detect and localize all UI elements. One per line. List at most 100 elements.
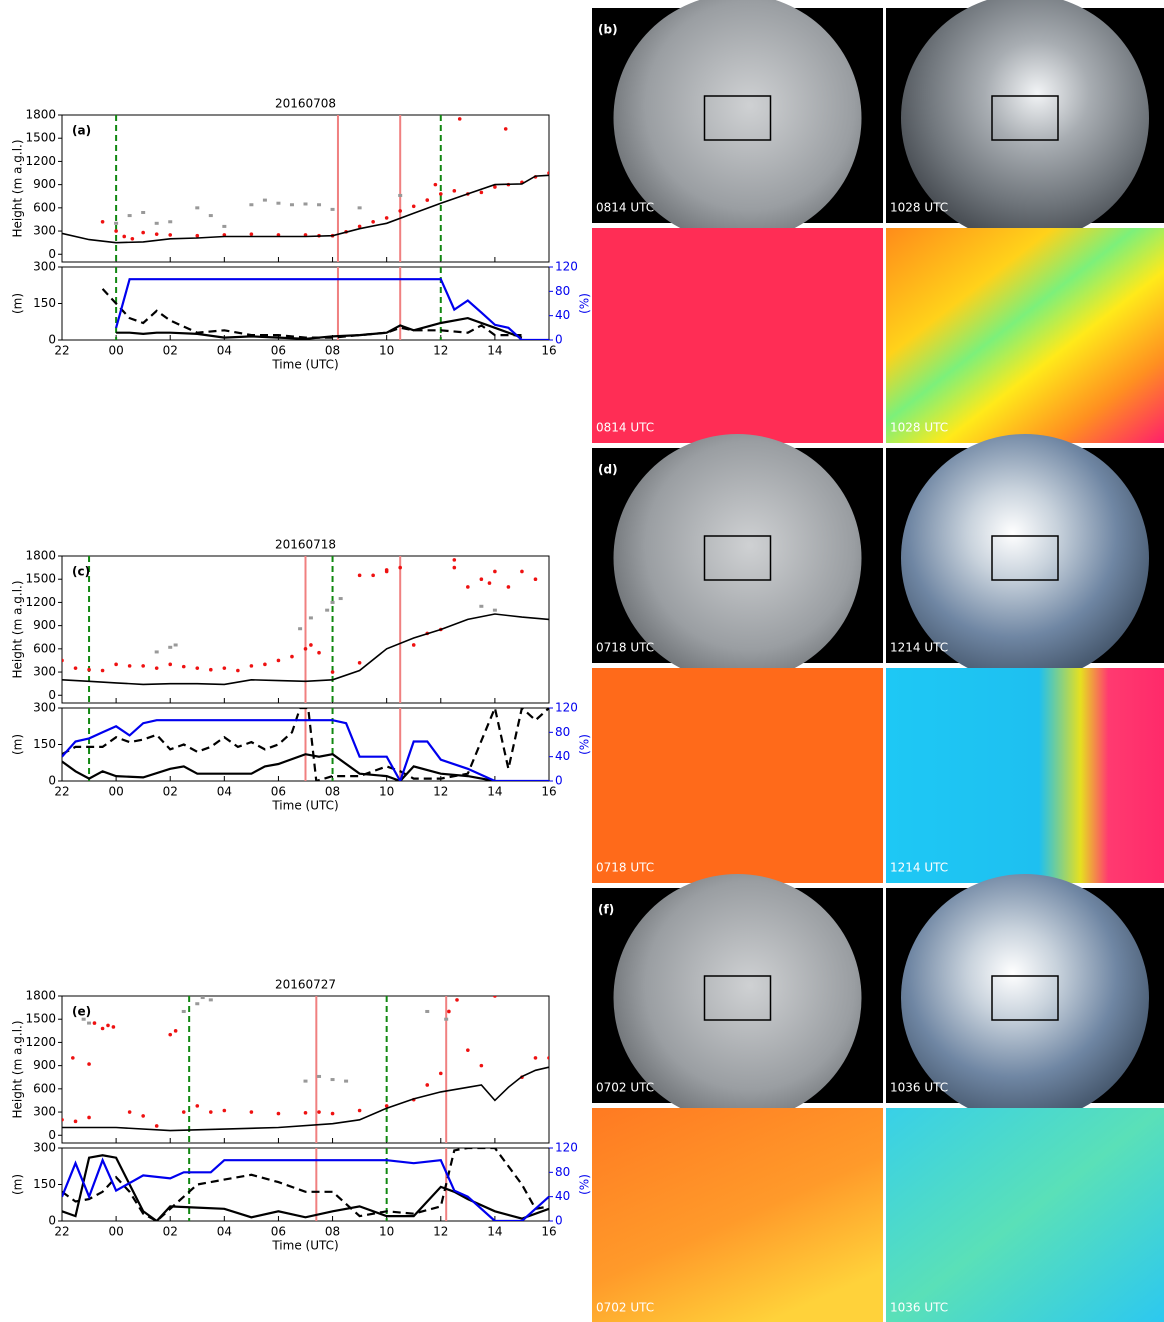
- y-tick-label: 1800: [25, 549, 56, 563]
- point: [73, 666, 78, 670]
- sky-dome: [901, 874, 1149, 1122]
- x-tick-label: 22: [54, 344, 69, 358]
- region-box: [991, 95, 1059, 141]
- time-label: 1028 UTC: [890, 421, 948, 435]
- point: [87, 1115, 91, 1120]
- x-tick-label: 14: [487, 1225, 502, 1239]
- point: [547, 1056, 549, 1060]
- point: [493, 185, 497, 189]
- chart-title: 20160727: [275, 978, 336, 992]
- point: [73, 1119, 78, 1124]
- region-box: [703, 95, 772, 141]
- point: [493, 996, 497, 998]
- point: [249, 203, 254, 207]
- x-tick-label: 00: [108, 1225, 123, 1239]
- point: [330, 600, 335, 604]
- plot-area: [62, 1148, 549, 1221]
- sky-dome: [613, 874, 862, 1122]
- y2-tick-label: 120: [555, 1141, 578, 1155]
- point: [249, 664, 254, 668]
- time-label: 0814 UTC: [596, 421, 654, 435]
- x-tick-label: 10: [379, 785, 394, 799]
- point: [154, 232, 159, 236]
- x-tick-label: 04: [217, 344, 232, 358]
- y-tick-label: 900: [33, 618, 56, 632]
- region-box: [703, 535, 772, 581]
- point: [338, 597, 343, 601]
- point: [141, 230, 145, 235]
- time-label: 0702 UTC: [596, 1081, 654, 1095]
- x-tick-label: 10: [379, 1225, 394, 1239]
- y2-axis-label: (%): [578, 1174, 592, 1195]
- x-tick-label: 08: [325, 785, 340, 799]
- y-tick-label: 0: [48, 1214, 56, 1228]
- sky-dome: [613, 0, 862, 242]
- point: [479, 577, 484, 582]
- point: [330, 207, 335, 211]
- point: [384, 216, 389, 220]
- point: [479, 1063, 484, 1068]
- point: [289, 203, 294, 207]
- thermal-image: [886, 668, 1164, 883]
- x-tick-label: 14: [487, 785, 502, 799]
- point: [357, 660, 362, 665]
- x-tick-label: 02: [163, 785, 178, 799]
- y-axis-label: Height (m a.g.l.): [11, 139, 25, 237]
- x-tick-label: 08: [325, 1225, 340, 1239]
- point: [487, 581, 492, 585]
- panel-label: (e): [72, 1005, 91, 1019]
- y-tick-label: 300: [33, 665, 56, 679]
- point: [62, 1117, 64, 1122]
- line-series: [101, 288, 522, 339]
- point: [100, 219, 105, 224]
- y-tick-label: 0: [48, 774, 56, 788]
- point: [209, 667, 213, 672]
- y-tick-label: 900: [33, 177, 56, 191]
- plot-frame: [61, 995, 550, 1144]
- point: [87, 667, 91, 672]
- point: [154, 650, 159, 654]
- time-label: 1214 UTC: [890, 641, 948, 655]
- x-tick-label: 22: [54, 1225, 69, 1239]
- y2-tick-label: 80: [555, 725, 570, 739]
- point: [209, 1110, 213, 1114]
- sky-dome: [901, 434, 1149, 682]
- point: [433, 182, 438, 187]
- point: [195, 666, 200, 670]
- x-tick-label: 12: [433, 1225, 448, 1239]
- y2-tick-label: 40: [555, 749, 570, 763]
- line-series: [62, 708, 549, 781]
- plot-area: [62, 708, 549, 781]
- region-box: [703, 975, 772, 1021]
- x-tick-label: 06: [271, 1225, 286, 1239]
- point: [447, 1009, 451, 1014]
- y-tick-label: 600: [33, 641, 56, 655]
- point: [357, 206, 362, 210]
- y-tick-label: 0: [48, 1128, 56, 1142]
- point: [114, 229, 118, 233]
- x-tick-label: 12: [433, 785, 448, 799]
- time-label: 0718 UTC: [596, 861, 654, 875]
- point: [290, 654, 294, 659]
- x-tick-label: 00: [108, 344, 123, 358]
- thermal-image: [592, 1108, 883, 1322]
- point: [222, 224, 227, 228]
- time-label: 1214 UTC: [890, 861, 948, 875]
- point: [154, 221, 159, 225]
- plot-area: [62, 115, 549, 262]
- chart-title: 20160708: [275, 97, 336, 111]
- y-tick-label: 300: [33, 224, 56, 238]
- point: [181, 664, 186, 669]
- point: [444, 1017, 449, 1021]
- y-tick-label: 1800: [25, 989, 56, 1003]
- y-tick-label: 300: [33, 701, 56, 715]
- x-axis-label: Time (UTC): [271, 799, 338, 813]
- point: [168, 662, 173, 667]
- chart-title: 20160718: [275, 538, 336, 552]
- plot-area: [62, 996, 549, 1143]
- x-tick-label: 16: [541, 1225, 556, 1239]
- point: [100, 1026, 105, 1031]
- panel-label: (b): [598, 23, 618, 37]
- point: [181, 1009, 186, 1013]
- time-label: 0702 UTC: [596, 1301, 654, 1315]
